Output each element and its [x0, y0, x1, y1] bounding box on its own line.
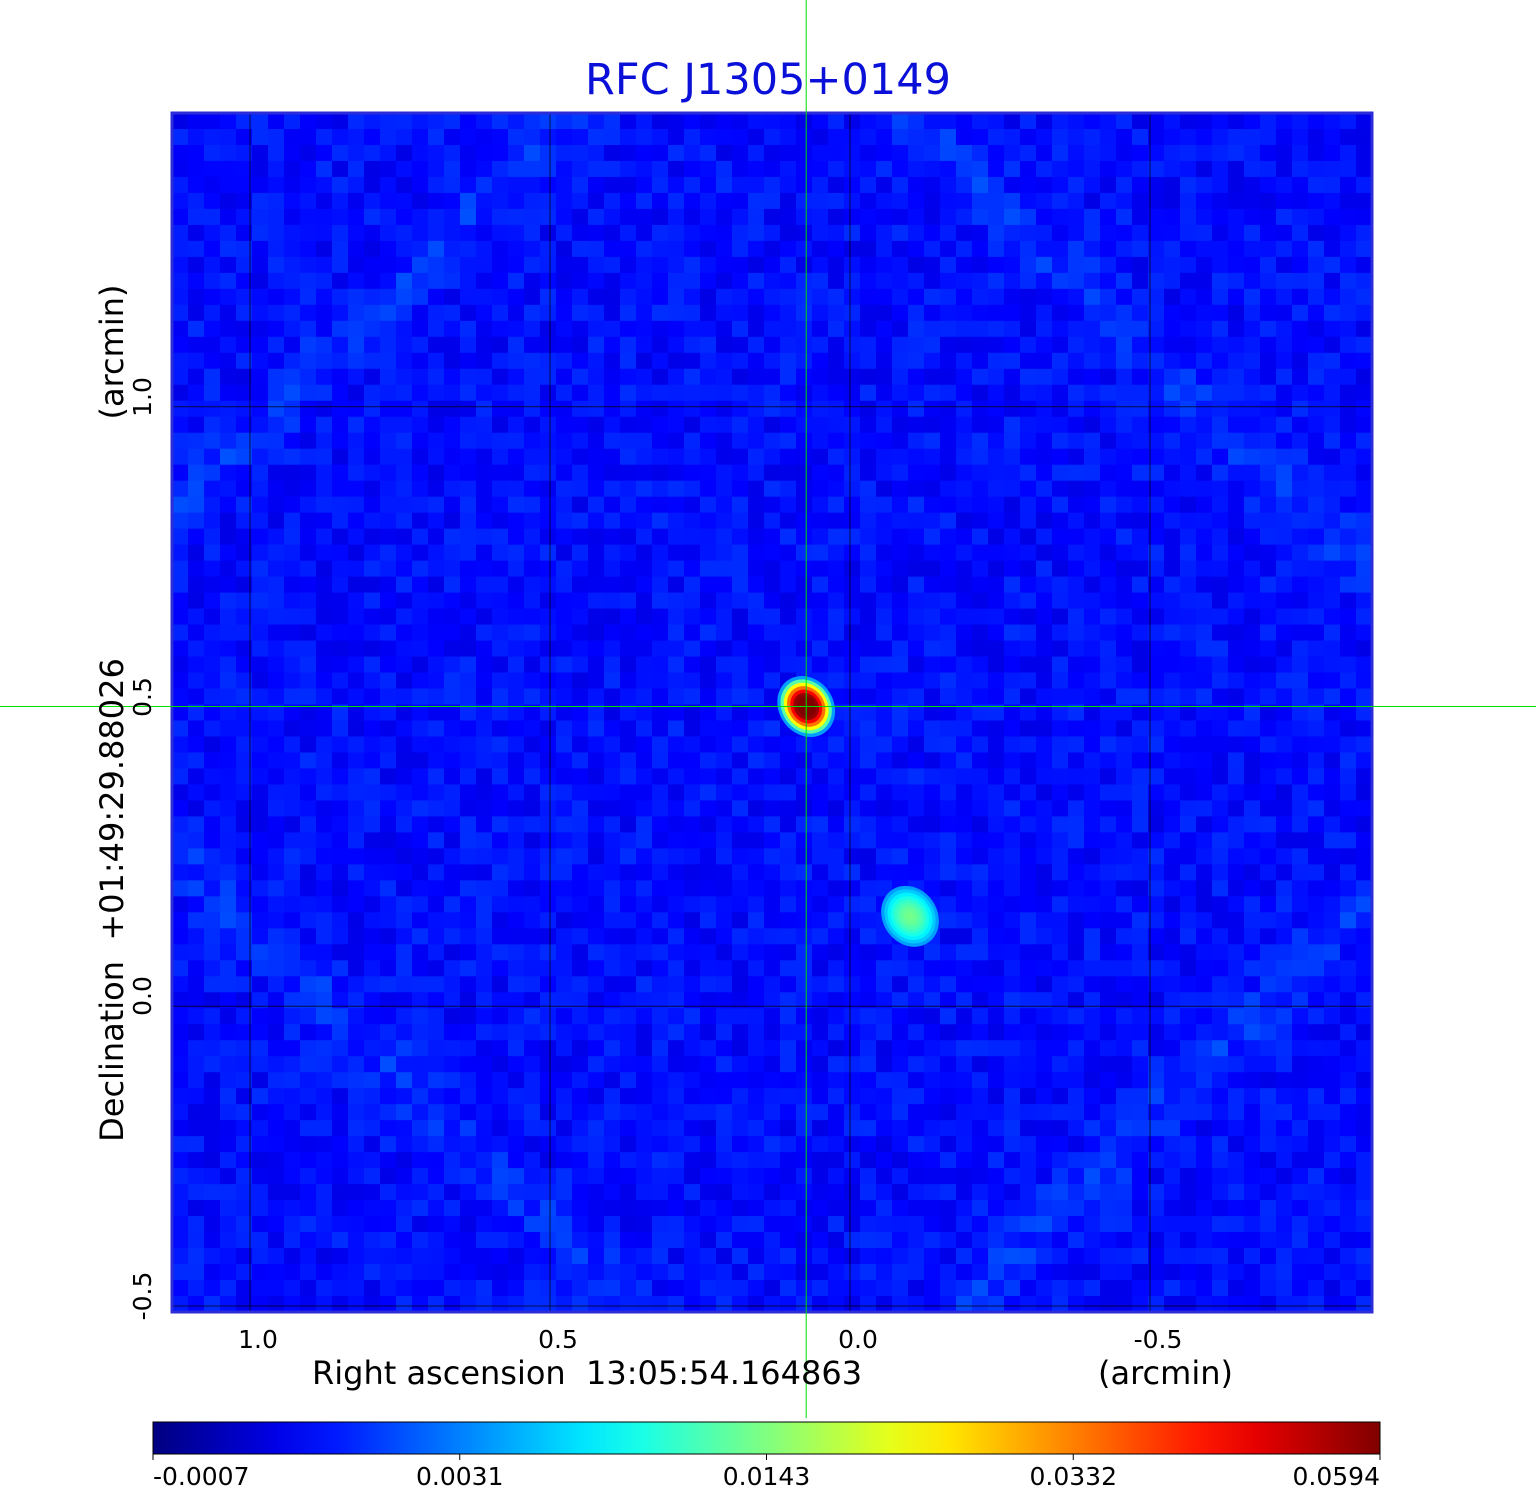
plot-frame: [170, 111, 1374, 1314]
y-tick-label: 0.0: [128, 976, 157, 1017]
y-axis-unit: (arcmin): [93, 284, 131, 420]
y-axis-label: Declination +01:49:29.88026: [93, 658, 131, 1142]
colorbar-tick-label: 0.0594: [1292, 1462, 1380, 1491]
colorbar: [152, 1421, 1381, 1455]
x-tick-label: 0.5: [538, 1325, 578, 1354]
chart-title: RFC J1305+0149: [585, 55, 951, 105]
y-tick-label: 0.5: [128, 676, 157, 717]
colorbar-tick-label: 0.0031: [416, 1462, 504, 1491]
x-tick-label: 1.0: [238, 1325, 278, 1354]
x-tick-label: -0.5: [1133, 1325, 1183, 1354]
y-tick-label: 1.0: [128, 376, 157, 417]
y-tick-label: -0.5: [128, 1271, 157, 1321]
x-axis-label: Right ascension 13:05:54.164863: [312, 1354, 863, 1392]
colorbar-tick-label: -0.0007: [153, 1462, 250, 1491]
x-tick-label: 0.0: [838, 1325, 878, 1354]
colorbar-tick-label: 0.0332: [1029, 1462, 1117, 1491]
x-axis-unit: (arcmin): [1098, 1354, 1233, 1392]
colorbar-tick-label: 0.0143: [722, 1462, 811, 1491]
image-pixels: [172, 113, 1373, 1313]
